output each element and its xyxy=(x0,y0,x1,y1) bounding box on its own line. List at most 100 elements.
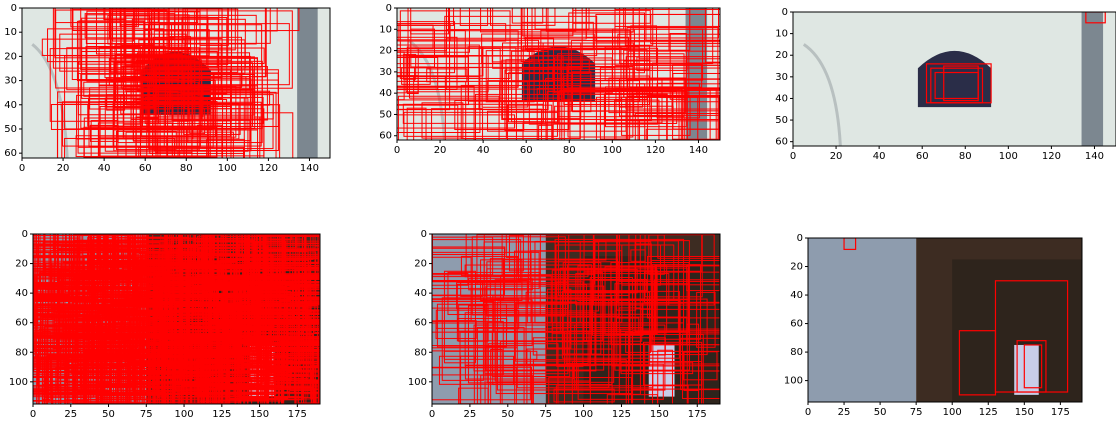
box xyxy=(85,14,190,45)
box xyxy=(553,388,615,403)
box xyxy=(397,85,475,140)
box xyxy=(516,302,653,324)
box xyxy=(397,8,470,53)
axes-frame xyxy=(807,237,1083,403)
box xyxy=(480,8,634,33)
box xyxy=(33,234,109,279)
box xyxy=(657,234,720,259)
box xyxy=(95,8,188,55)
box xyxy=(438,355,515,385)
box xyxy=(397,57,439,90)
box xyxy=(114,44,154,109)
box xyxy=(652,363,720,404)
box xyxy=(45,262,164,327)
box xyxy=(443,270,476,364)
box xyxy=(153,8,266,78)
box xyxy=(638,119,720,140)
box xyxy=(47,354,78,404)
box xyxy=(263,235,304,285)
box xyxy=(84,349,162,393)
box xyxy=(646,255,720,319)
x-tick-label: 125 xyxy=(979,407,998,418)
x-tick-label: 75 xyxy=(539,409,552,420)
box xyxy=(33,299,98,317)
box xyxy=(54,234,167,313)
box xyxy=(628,333,704,404)
box xyxy=(256,292,320,363)
box xyxy=(239,384,320,404)
box xyxy=(683,89,720,140)
panel xyxy=(397,8,720,140)
box xyxy=(33,342,84,404)
box xyxy=(432,280,528,324)
y-tick-label: 30 xyxy=(379,67,392,78)
x-tick-label: 60 xyxy=(139,163,152,174)
box xyxy=(44,375,68,395)
image-curve xyxy=(802,43,842,146)
y-tick-label: 50 xyxy=(775,115,788,126)
box xyxy=(133,258,181,319)
x-tick-label: 150 xyxy=(1015,407,1034,418)
box xyxy=(627,50,720,69)
panel xyxy=(22,8,330,158)
box xyxy=(435,309,520,329)
x-tick-label: 0 xyxy=(19,163,25,174)
image-digit xyxy=(1014,344,1039,395)
box xyxy=(443,350,538,360)
box xyxy=(154,8,300,32)
box xyxy=(60,245,198,300)
y-tick-label: 100 xyxy=(408,377,427,388)
box xyxy=(646,94,720,140)
box xyxy=(221,332,305,404)
box xyxy=(943,65,979,102)
box xyxy=(444,15,598,57)
box xyxy=(410,8,449,35)
box xyxy=(186,368,204,386)
box xyxy=(184,254,206,269)
x-tick-label: 20 xyxy=(57,163,70,174)
box xyxy=(148,104,274,150)
box xyxy=(406,107,427,140)
x-tick-label: 100 xyxy=(574,409,593,420)
box xyxy=(72,260,158,275)
box xyxy=(843,238,857,251)
y-tick-label: 10 xyxy=(4,27,17,38)
box xyxy=(158,295,253,374)
image-sign xyxy=(917,50,992,108)
box xyxy=(158,23,290,86)
x-tick-label: 50 xyxy=(874,407,887,418)
x-tick-label: 80 xyxy=(959,151,972,162)
box xyxy=(110,265,238,358)
box xyxy=(595,13,720,43)
box xyxy=(397,8,447,52)
box xyxy=(460,84,581,139)
box xyxy=(704,8,720,63)
box xyxy=(528,47,659,125)
box xyxy=(618,234,720,282)
box xyxy=(201,279,212,290)
box xyxy=(575,273,670,306)
x-tick-label: 0 xyxy=(805,407,811,418)
box xyxy=(508,235,524,272)
box xyxy=(473,324,597,372)
y-tick-label: 40 xyxy=(15,288,28,299)
box xyxy=(133,355,238,401)
y-tick-label: 60 xyxy=(790,319,803,330)
box xyxy=(432,236,494,276)
x-tick-label: 100 xyxy=(218,163,237,174)
box xyxy=(565,330,589,365)
box xyxy=(485,50,535,103)
box xyxy=(511,50,544,123)
x-tick-label: 120 xyxy=(646,145,665,156)
box xyxy=(484,303,569,375)
box xyxy=(511,8,544,24)
box xyxy=(491,330,571,377)
box xyxy=(464,264,589,278)
box xyxy=(77,61,190,116)
box xyxy=(548,377,632,404)
x-tick-label: 100 xyxy=(999,151,1018,162)
box xyxy=(413,75,446,140)
x-tick-label: 0 xyxy=(790,151,796,162)
box xyxy=(459,8,489,26)
y-tick-label: 60 xyxy=(775,137,788,148)
